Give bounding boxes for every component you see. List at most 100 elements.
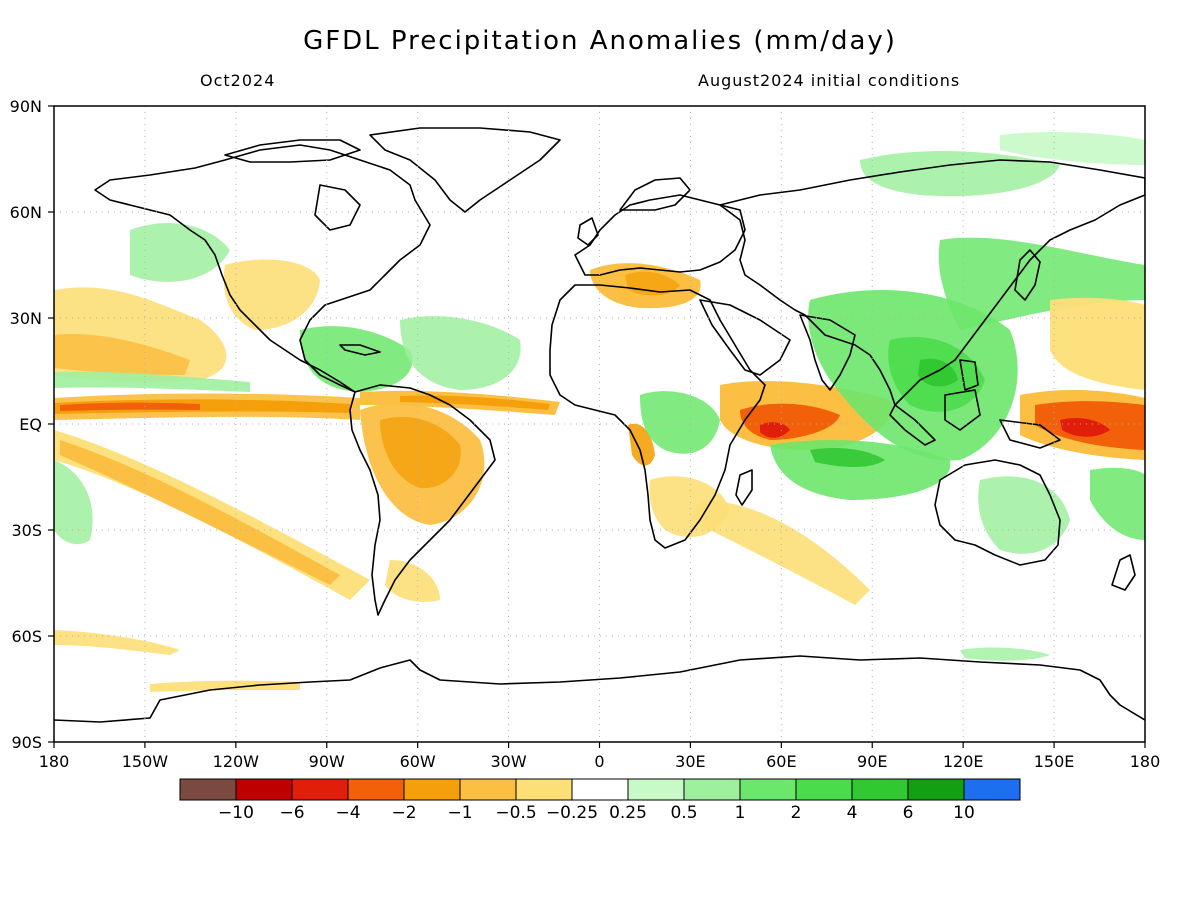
anomaly-west-pacific-wet bbox=[938, 237, 1145, 330]
coast-india bbox=[799, 314, 856, 391]
lon-tick-label: 30E bbox=[675, 752, 705, 771]
colorbar-label: −6 bbox=[279, 803, 304, 823]
lon-tick-label: 90E bbox=[857, 752, 887, 771]
lon-tick-label: 180 bbox=[1130, 752, 1161, 771]
coast-hudson-bay bbox=[314, 184, 361, 231]
lon-tick-label: 180 bbox=[39, 752, 70, 771]
anomaly-ne-pacific-dry-core bbox=[54, 334, 190, 375]
lon-tick-label: 120E bbox=[943, 752, 984, 771]
lon-tick-label: 90W bbox=[309, 752, 345, 771]
colorbar-label: −1 bbox=[447, 803, 472, 823]
lat-tick-label: EQ bbox=[19, 415, 42, 434]
anomaly-southern-indian-dry bbox=[690, 500, 870, 605]
colorbar-label: 2 bbox=[791, 803, 802, 823]
colorbar-label: 0.5 bbox=[670, 803, 697, 823]
coast-scandinavia bbox=[619, 177, 691, 211]
lon-tick-label: 120W bbox=[213, 752, 260, 771]
lat-tick-label: 30N bbox=[10, 309, 42, 328]
coast-madagascar bbox=[735, 469, 753, 506]
colorbar-swatch bbox=[235, 778, 293, 801]
lon-tick-label: 60E bbox=[766, 752, 796, 771]
coast-asia bbox=[719, 159, 1145, 406]
coast-cuba bbox=[339, 344, 381, 356]
colorbar-label: 0.25 bbox=[609, 803, 647, 823]
colorbar-swatch bbox=[571, 778, 629, 801]
valid-month-label: Oct2024 bbox=[200, 71, 276, 90]
coast-borneo bbox=[944, 389, 981, 431]
anomaly-gulf-alaska-wet bbox=[130, 222, 230, 282]
colorbar-swatch bbox=[347, 778, 405, 801]
anomaly-nw-pacific-dry bbox=[1050, 297, 1145, 390]
coast-new-zealand bbox=[1111, 554, 1136, 591]
lon-tick-label: 60W bbox=[400, 752, 436, 771]
coast-australia bbox=[934, 459, 1061, 566]
init-conditions-label: August2024 initial conditions bbox=[698, 71, 961, 90]
coast-south-america bbox=[349, 384, 496, 616]
anomaly-tropical-west-pacific-peak bbox=[1060, 418, 1110, 437]
lat-tick-label: 90S bbox=[11, 733, 42, 752]
colorbar-label: 1 bbox=[735, 803, 746, 823]
anomaly-antarctic-coast-dry bbox=[150, 680, 300, 692]
colorbar-swatch bbox=[739, 778, 797, 801]
coast-greenland bbox=[369, 127, 561, 213]
anomaly-caribbean-wet bbox=[300, 326, 413, 392]
lon-tick-label: 150E bbox=[1034, 752, 1075, 771]
colorbar-swatch bbox=[627, 778, 685, 801]
colorbar-label: −2 bbox=[391, 803, 416, 823]
anomaly-south-atlantic-dry bbox=[385, 560, 440, 602]
coast-sumatra bbox=[889, 404, 936, 446]
anomaly-south-indian-ocean-core bbox=[810, 448, 885, 467]
colorbar-swatch bbox=[515, 778, 573, 801]
coast-japan bbox=[1014, 249, 1041, 301]
coast-new-guinea bbox=[999, 419, 1061, 449]
colorbar-label: −4 bbox=[335, 803, 360, 823]
graticule bbox=[54, 106, 1145, 742]
anomaly-central-africa-wet bbox=[640, 391, 720, 454]
lat-tick-label: 60S bbox=[11, 627, 42, 646]
anomaly-atlantic-wet bbox=[400, 316, 521, 390]
coast-uk bbox=[577, 217, 599, 246]
colorbar-swatch bbox=[683, 778, 741, 801]
longitude-axis: 180 150W 120W 90W 60W 30W 0 30E 60E 90E 120E 150E 18… bbox=[39, 742, 1161, 771]
lat-tick-label: 90N bbox=[10, 97, 42, 116]
latitude-axis: 90N 60N 30N EQ 30S 60S 90S bbox=[10, 97, 54, 752]
colorbar-swatch bbox=[403, 778, 461, 801]
colorbar-swatch bbox=[179, 778, 237, 801]
colorbar-swatch bbox=[795, 778, 853, 801]
lat-tick-label: 30S bbox=[11, 521, 42, 540]
coast-philippines bbox=[959, 359, 979, 391]
anomaly-sw-pacific-wet bbox=[1090, 467, 1145, 540]
coast-arabia bbox=[699, 299, 791, 376]
anomaly-australia-wet bbox=[978, 476, 1070, 554]
colorbar-swatch bbox=[907, 778, 965, 801]
coast-arctic-islands bbox=[224, 139, 361, 163]
anomaly-siberia-wet bbox=[1000, 132, 1145, 165]
colorbar-label: −10 bbox=[218, 803, 254, 823]
anomaly-southern-ocean-dry bbox=[54, 630, 180, 655]
anomaly-north-pacific-wet bbox=[54, 371, 250, 392]
coastlines bbox=[54, 127, 1145, 723]
colorbar-label: 4 bbox=[847, 803, 858, 823]
coast-africa bbox=[549, 284, 766, 549]
colorbar-label: −0.25 bbox=[546, 803, 598, 823]
anomaly-southern-ocean-wet bbox=[960, 647, 1050, 661]
colorbar-label: 10 bbox=[953, 803, 975, 823]
lon-tick-label: 30W bbox=[490, 752, 526, 771]
colorbar-swatch bbox=[459, 778, 517, 801]
anomaly-west-indian-ocean-peak bbox=[760, 422, 790, 438]
colorbar-swatch bbox=[963, 778, 1021, 801]
anomaly-amazon-dry-core bbox=[380, 417, 461, 489]
anomaly-western-us-dry bbox=[223, 259, 320, 330]
anomaly-arctic-wet bbox=[860, 150, 1060, 197]
anomaly-fields bbox=[54, 132, 1145, 692]
lon-tick-label: 150W bbox=[122, 752, 169, 771]
colorbar-label: 6 bbox=[903, 803, 914, 823]
colorbar-label: −0.5 bbox=[495, 803, 536, 823]
coast-north-america bbox=[94, 144, 431, 393]
colorbar-swatch bbox=[851, 778, 909, 801]
anomaly-se-pacific-wet bbox=[54, 460, 93, 545]
lon-tick-label: 0 bbox=[594, 752, 604, 771]
colorbar: −10 −6 −4 −2 −1 −0.5 −0.25 0.25 0.5 1 2 4 6 10 bbox=[179, 778, 1021, 823]
anomaly-pacific-itcz-peak bbox=[60, 402, 200, 411]
